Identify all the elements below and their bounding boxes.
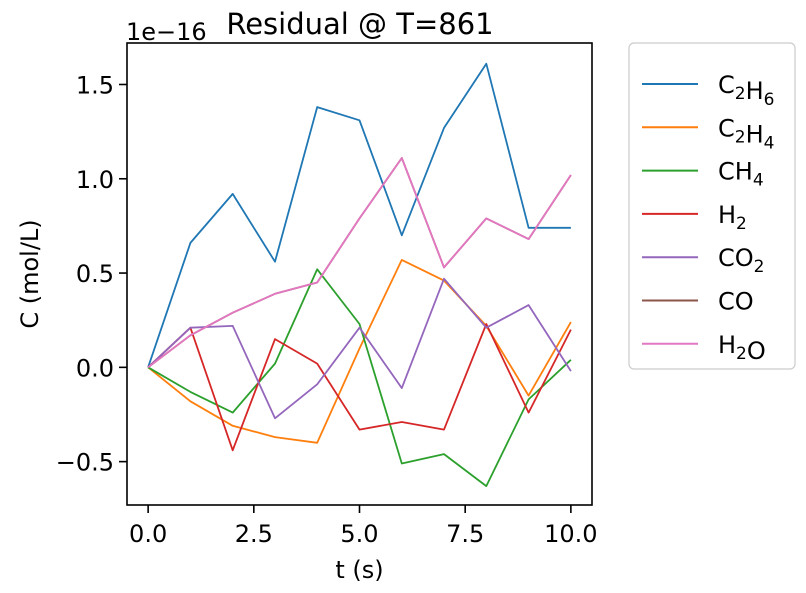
series-line-h2o [147, 157, 572, 369]
y-tick-label: 0.5 [76, 260, 114, 288]
x-tick-label: 5.0 [340, 520, 378, 548]
y-tick-label: 1.0 [76, 166, 114, 194]
y-axis: −0.5 0.0 0.5 1.0 1.5 [56, 71, 127, 477]
y-tick-label: −0.5 [56, 449, 114, 477]
legend-label-co2: CO2 [718, 244, 764, 277]
x-tick-label: 10.0 [544, 520, 597, 548]
y-tick-label: 0.0 [76, 354, 114, 382]
legend-label-h2o: H2O [718, 331, 766, 365]
series-line-ch4 [147, 268, 572, 488]
x-tick-label: 2.5 [235, 520, 273, 548]
series-line-c2h6 [147, 62, 571, 368]
legend-label-c2h4: C2H4 [718, 114, 774, 153]
series-line-co [147, 157, 572, 369]
series-line-c2h4 [147, 258, 572, 444]
y-offset-text: 1e−16 [126, 18, 207, 46]
y-tick-label: 1.5 [76, 71, 114, 99]
legend-label-ch4: CH4 [718, 158, 764, 191]
plot-frame [126, 42, 593, 506]
chart-title: Residual @ T=861 [226, 7, 493, 41]
x-tick-label: 7.5 [446, 520, 484, 548]
legend: C2H6 C2H4 CH4 H2 CO2 CO H2O [628, 42, 796, 370]
series-line-h2 [147, 323, 572, 452]
series-line-co2 [147, 277, 572, 420]
x-tick-label: 0.0 [129, 520, 167, 548]
y-axis-label: C (mol/L) [16, 219, 44, 328]
legend-label-c2h6: C2H6 [718, 71, 774, 110]
legend-label-co: CO [718, 288, 754, 316]
x-axis-label: t (s) [335, 556, 383, 584]
legend-box [628, 42, 796, 370]
x-axis: 0.0 2.5 5.0 7.5 10.0 [129, 505, 598, 548]
legend-label-h2: H2 [718, 201, 747, 234]
plot-lines [147, 62, 572, 488]
